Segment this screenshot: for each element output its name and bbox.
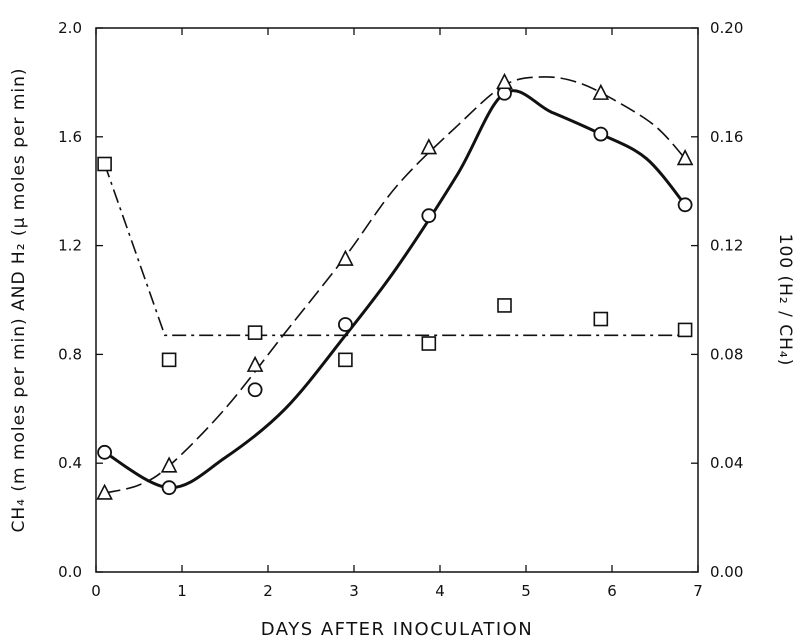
y-axis-title-right: 100 (H₂ / CH₄) (775, 234, 795, 367)
circle-data-point (249, 383, 262, 396)
circle-data-point (98, 446, 111, 459)
square-data-point (422, 337, 435, 350)
x-tick-label: 0 (91, 582, 101, 600)
tick-labels: 0 1 2 3 4 5 6 7 0.0 0.4 0.8 1.2 1.6 2.0 0.00 0.04 0.08 0.… (58, 19, 743, 600)
y-right-tick-label: 0.00 (710, 563, 743, 581)
square-data-point (98, 158, 111, 171)
y-left-tick-label: 1.2 (58, 237, 82, 255)
y-left-tick-label: 1.6 (58, 128, 82, 146)
y-left-tick-label: 0.8 (58, 345, 82, 363)
circle-data-point (339, 318, 352, 331)
circle-data-point (163, 481, 176, 494)
axis-ticks (96, 28, 698, 572)
square-data-point (594, 313, 607, 326)
x-tick-label: 2 (263, 582, 273, 600)
y-axis-title-left: CH₄ (m moles per min) AND H₂ (μ moles pe… (9, 67, 29, 532)
triangle-data-point (162, 458, 176, 472)
circle-data-point (679, 198, 692, 211)
triangle-data-point (594, 85, 608, 99)
x-tick-label: 3 (349, 582, 359, 600)
y-right-tick-label: 0.08 (710, 345, 743, 363)
square-data-point (339, 353, 352, 366)
x-tick-label: 1 (177, 582, 187, 600)
y-right-tick-label: 0.04 (710, 454, 743, 472)
triangle-data-point (498, 75, 512, 89)
square-data-point (679, 323, 692, 336)
square-data-point (163, 353, 176, 366)
markers (98, 75, 693, 499)
triangle-data-point (338, 251, 352, 265)
triangle-data-point (422, 140, 436, 154)
x-tick-label: 7 (693, 582, 703, 600)
plot-frame (96, 28, 698, 572)
x-tick-label: 6 (607, 582, 617, 600)
y-right-tick-label: 0.20 (710, 19, 743, 37)
square-series-line (105, 164, 686, 335)
square-data-point (498, 299, 511, 312)
square-data-point (249, 326, 262, 339)
x-tick-label: 5 (521, 582, 531, 600)
circle-data-point (594, 128, 607, 141)
circle-series-curve (105, 91, 686, 488)
x-axis-title: DAYS AFTER INOCULATION (261, 619, 534, 640)
x-tick-label: 4 (435, 582, 445, 600)
y-left-tick-label: 2.0 (58, 19, 82, 37)
circle-data-point (422, 209, 435, 222)
plot-area-border (96, 28, 698, 572)
y-right-tick-label: 0.16 (710, 128, 743, 146)
y-left-tick-label: 0.0 (58, 563, 82, 581)
y-left-tick-label: 0.4 (58, 454, 82, 472)
y-right-tick-label: 0.12 (710, 237, 743, 255)
